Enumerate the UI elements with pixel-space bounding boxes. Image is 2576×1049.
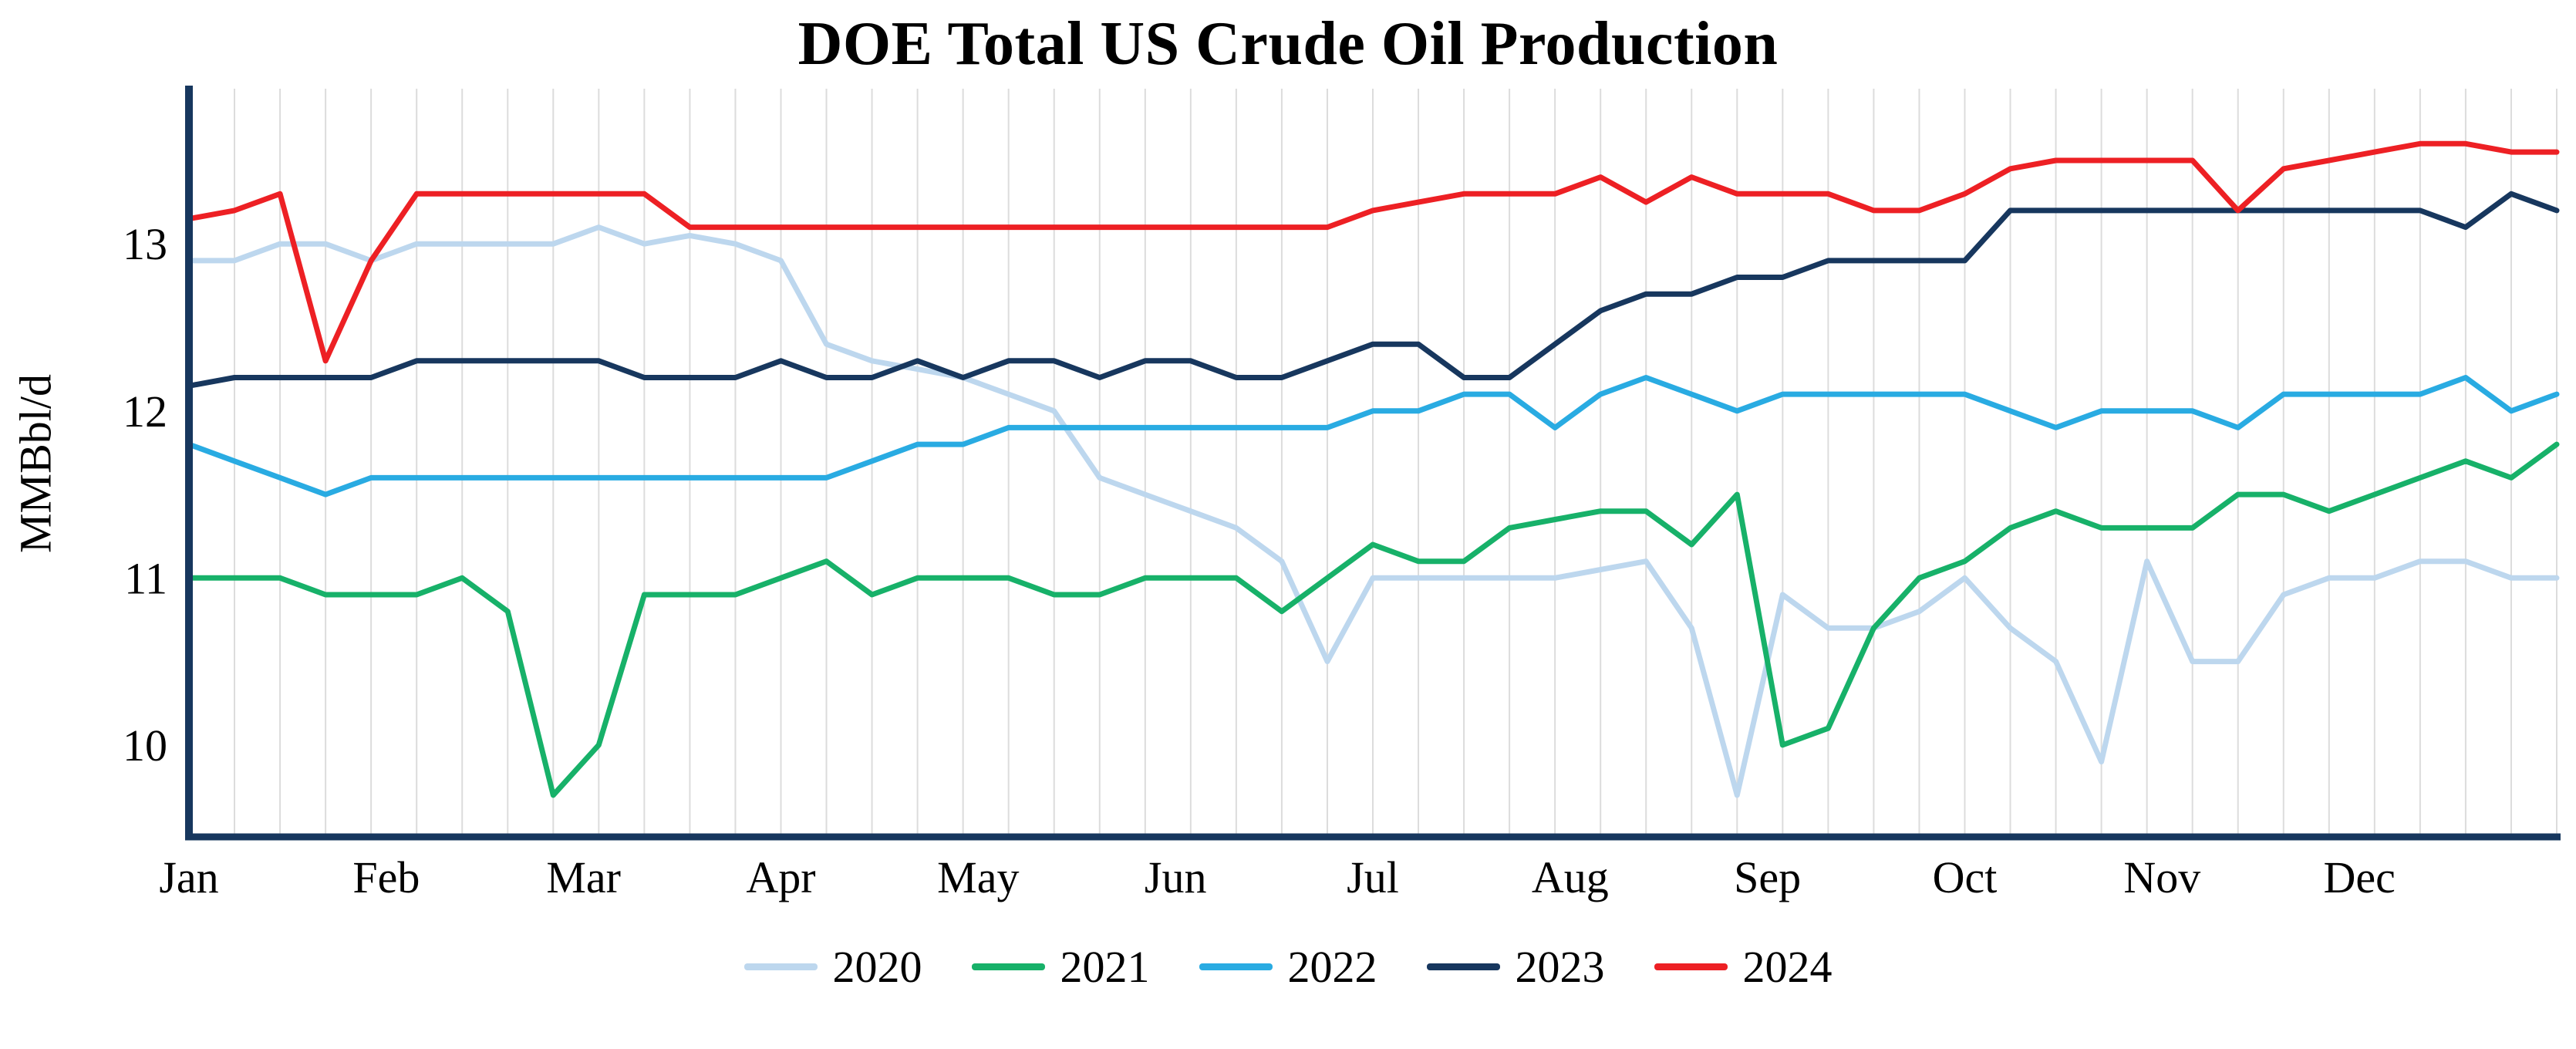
x-tick-label-jun: Jun bbox=[1145, 852, 1207, 902]
x-tick-label-aug: Aug bbox=[1532, 852, 1609, 902]
x-tick-label-dec: Dec bbox=[2323, 852, 2395, 902]
legend-item-2020: 2020 bbox=[743, 941, 922, 993]
legend-item-2021: 2021 bbox=[971, 941, 1150, 993]
x-tick-label-feb: Feb bbox=[352, 852, 420, 902]
legend-swatch-2023 bbox=[1426, 963, 1500, 970]
legend-item-2024: 2024 bbox=[1654, 941, 1833, 993]
y-tick-labels: 10 11 12 13 bbox=[123, 219, 167, 771]
axes bbox=[185, 86, 2561, 841]
y-tick-label: 12 bbox=[123, 386, 167, 437]
legend-label-2024: 2024 bbox=[1742, 942, 1833, 992]
legend-swatch-2021 bbox=[971, 963, 1045, 970]
legend: 2020 2021 2022 2023 2024 bbox=[0, 941, 2576, 993]
y-tick-label: 11 bbox=[124, 553, 167, 603]
x-tick-label-sep: Sep bbox=[1734, 852, 1801, 902]
legend-label-2020: 2020 bbox=[832, 942, 922, 992]
legend-label-2021: 2021 bbox=[1060, 942, 1150, 992]
series-2022-line bbox=[186, 375, 2560, 498]
x-tick-label-apr: Apr bbox=[746, 852, 815, 902]
x-tick-label-mar: Mar bbox=[546, 852, 621, 902]
legend-swatch-2020 bbox=[743, 963, 818, 970]
y-tick-label: 10 bbox=[123, 720, 167, 771]
x-tick-label-may: May bbox=[937, 852, 1019, 902]
legend-item-2023: 2023 bbox=[1426, 941, 1605, 993]
series-2024-line bbox=[186, 140, 2560, 364]
legend-swatch-2024 bbox=[1654, 963, 1728, 970]
gridlines bbox=[234, 89, 2557, 837]
x-tick-label-nov: Nov bbox=[2123, 852, 2200, 902]
chart-title: DOE Total US Crude Oil Production bbox=[797, 10, 1779, 78]
y-tick-label: 13 bbox=[123, 219, 167, 269]
x-tick-label-jan: Jan bbox=[159, 852, 218, 902]
legend-item-2022: 2022 bbox=[1199, 941, 1377, 993]
series-2020-line bbox=[186, 224, 2560, 798]
x-tick-labels: Jan Feb Mar Apr May Jun Jul Aug Sep Oct Nov Dec bbox=[159, 852, 2396, 902]
series-2021-line bbox=[186, 441, 2560, 798]
x-tick-label-jul: Jul bbox=[1347, 852, 1399, 902]
legend-swatch-2022 bbox=[1199, 963, 1273, 970]
line-chart: 10 11 12 13 Jan Feb Mar Apr May Jun Jul Aug Sep Oct No… bbox=[123, 86, 2561, 902]
y-axis-label: MMBbl/d bbox=[10, 373, 61, 554]
series-2023-line bbox=[186, 191, 2560, 389]
legend-label-2022: 2022 bbox=[1287, 942, 1377, 992]
legend-label-2023: 2023 bbox=[1515, 942, 1605, 992]
x-tick-label-oct: Oct bbox=[1933, 852, 1998, 902]
